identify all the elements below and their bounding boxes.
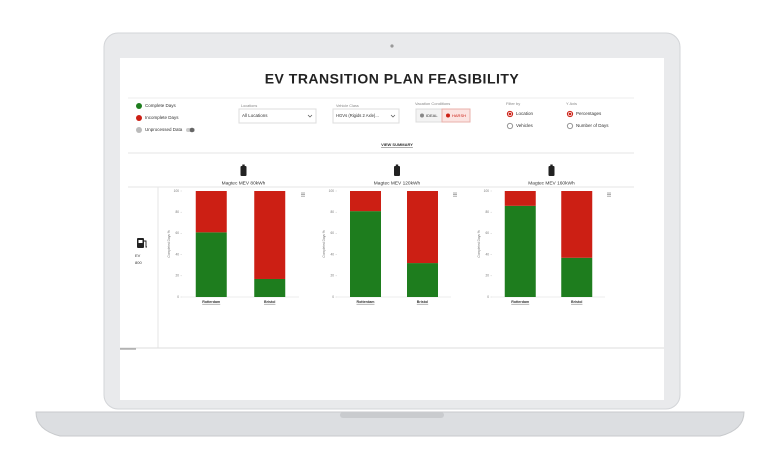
y-tick-label: 80 (485, 210, 489, 214)
battery-cap (550, 164, 553, 166)
battery-icon (240, 166, 247, 176)
y-tick-label: 20 (330, 274, 334, 278)
app-title: EV TRANSITION PLAN FEASIBILITY (265, 71, 520, 87)
toggle-button[interactable] (441, 108, 471, 123)
battery-icon (548, 166, 555, 176)
bar-segment (407, 263, 438, 297)
laptop-notch (340, 412, 444, 418)
bar-segment (195, 232, 227, 297)
row-label: 800 (135, 260, 142, 265)
dropdown-arrow (390, 114, 396, 118)
y-tick-label: 100 (329, 189, 335, 193)
bar-segment (350, 211, 381, 297)
option-label: Location (516, 111, 534, 116)
x-tick-label: Bristol (417, 300, 428, 304)
option-label: Number of Days (576, 123, 609, 128)
radio[interactable] (506, 122, 514, 130)
summary-link[interactable]: VIEW SUMMARY (381, 142, 413, 147)
dropdown-value: All Locations (242, 113, 268, 118)
legend-swatch (136, 103, 142, 109)
y-tick-label: 100 (484, 189, 490, 193)
dropdown[interactable] (238, 108, 317, 124)
dropdown-value: HGVs (Rigids 2 Axle)... (336, 113, 379, 118)
legend-swatch (136, 127, 142, 133)
option-label: Vehicles (516, 123, 534, 128)
filter-label: Vacation Conditions (415, 101, 450, 106)
vehicle-icon (137, 238, 147, 248)
radio (420, 113, 424, 118)
filter-label: Y Axis (566, 101, 577, 106)
y-tick-label: 80 (330, 210, 334, 214)
bar-segment (254, 191, 286, 279)
radio (446, 113, 450, 118)
battery-cap (395, 164, 399, 166)
y-axis-label: Completed Days % (477, 230, 481, 257)
x-tick-label: Bristol (264, 300, 275, 304)
y-axis-label: Completed Days % (167, 230, 171, 257)
option-label: Percentages (576, 111, 602, 116)
bar-segment (407, 191, 438, 264)
legend-swatch (136, 115, 142, 121)
x-tick-label: Rotterdam (357, 300, 375, 304)
bar-segment (195, 191, 227, 233)
legend-label: Unprocessed Data (145, 127, 183, 132)
y-tick-label: 40 (175, 252, 179, 256)
chart-title: Magtec MEV 120kWh (374, 180, 421, 186)
legend: Complete Days Incomplete Days Unprocesse… (136, 103, 195, 133)
x-tick-label: Bristol (571, 300, 582, 304)
row-label: EV (135, 253, 141, 258)
bar-segment (561, 257, 593, 297)
charts: Magtec MEV 80kWh 0 20 40 60 80 100 Completed Da… (167, 164, 611, 304)
x-tick-label: Rotterdam (202, 300, 220, 304)
radio[interactable] (566, 122, 574, 130)
camera (390, 44, 394, 48)
x-tick-label: Rotterdam (511, 300, 529, 304)
battery-cap (242, 164, 245, 166)
legend-label: Incomplete Days (145, 115, 179, 120)
filter-label: Locations (241, 104, 257, 108)
y-tick-label: 100 (174, 189, 180, 193)
chart-title: Magtec MEV 80kWh (222, 180, 266, 186)
y-tick-label: 60 (330, 231, 334, 235)
filter-label: Filter by (506, 101, 520, 106)
bar-segment (561, 191, 593, 258)
y-tick-label: 60 (485, 231, 489, 235)
y-tick-label: 40 (485, 252, 489, 256)
y-axis-label: Completed Days % (322, 230, 326, 257)
y-tick-label: 80 (175, 210, 179, 214)
dropdown-arrow (307, 114, 313, 118)
y-tick-label: 0 (487, 295, 489, 299)
toggle-knob (189, 127, 195, 133)
y-tick-label: 0 (332, 295, 334, 299)
filter-label: Vehicle Class (336, 104, 359, 108)
bar-segment (350, 191, 381, 212)
dropdown[interactable] (332, 108, 400, 124)
radio-dot (568, 112, 572, 116)
option-label: IDEAL (426, 113, 438, 118)
y-tick-label: 0 (177, 295, 179, 299)
legend-label: Complete Days (145, 103, 177, 108)
bar-segment (504, 205, 536, 297)
battery-icon (394, 166, 400, 176)
option-label: HARSH (452, 113, 466, 118)
laptop-base (35, 411, 745, 437)
bar-segment (504, 191, 536, 206)
chart-title: Magtec MEV 160kWh (528, 180, 575, 186)
y-tick-label: 60 (175, 231, 179, 235)
bar-segment (254, 278, 286, 297)
y-tick-label: 20 (485, 274, 489, 278)
radio-dot (508, 112, 512, 116)
y-tick-label: 40 (330, 252, 334, 256)
y-tick-label: 20 (175, 274, 179, 278)
